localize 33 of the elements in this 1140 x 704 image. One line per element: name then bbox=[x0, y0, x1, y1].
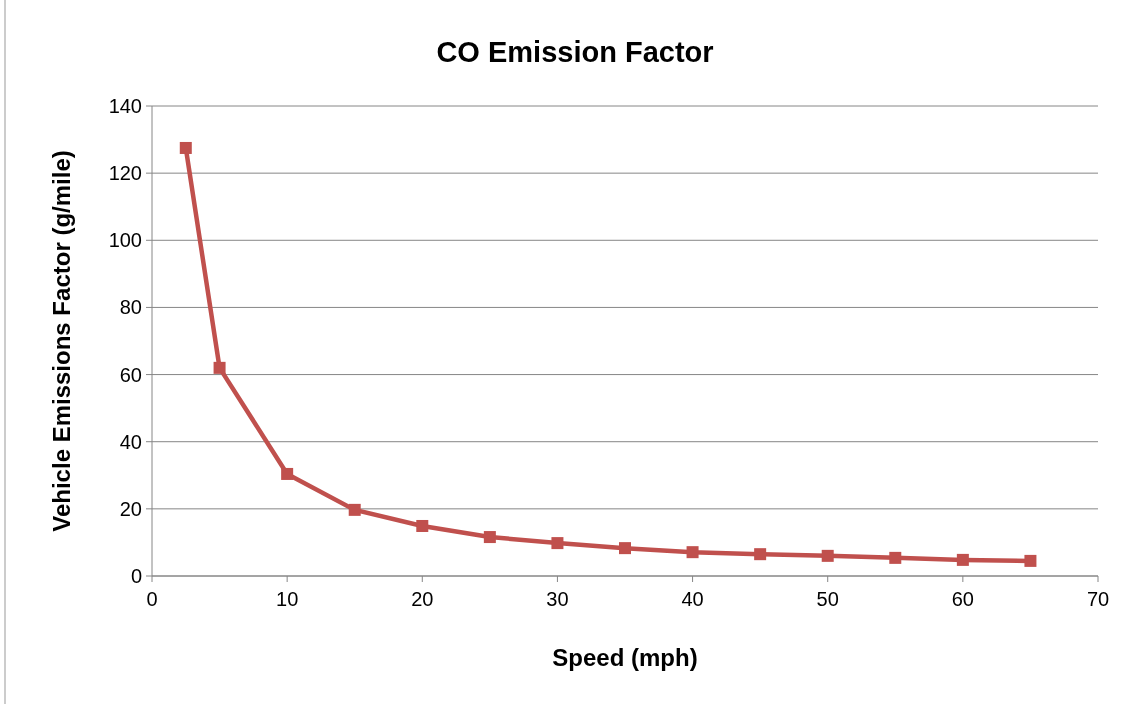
y-tick-label: 60 bbox=[119, 363, 142, 386]
x-tick-label: 40 bbox=[681, 588, 704, 610]
x-tick-label: 60 bbox=[951, 588, 974, 610]
x-tick-label: 20 bbox=[411, 588, 434, 610]
y-tick-label: 40 bbox=[119, 430, 142, 453]
x-tick-label: 70 bbox=[1086, 588, 1110, 610]
point bbox=[179, 141, 192, 154]
point bbox=[348, 503, 361, 516]
point bbox=[956, 553, 969, 566]
point bbox=[889, 551, 902, 564]
x-tick-label: 30 bbox=[546, 588, 569, 610]
x-axis-title: Speed (mph) bbox=[552, 644, 698, 671]
point bbox=[551, 537, 564, 550]
y-tick-label: 80 bbox=[119, 296, 142, 319]
point bbox=[1024, 554, 1037, 567]
x-tick-label: 10 bbox=[276, 588, 299, 610]
x-tick-label: 50 bbox=[816, 588, 839, 610]
point bbox=[213, 361, 226, 374]
point bbox=[754, 548, 767, 561]
y-tick-label: 20 bbox=[119, 497, 142, 520]
point bbox=[686, 546, 699, 559]
y-axis-title: Vehicle Emissions Factor (g/mile) bbox=[48, 150, 75, 532]
y-tick-label: 140 bbox=[108, 95, 142, 117]
y-tick-label: 0 bbox=[130, 565, 142, 587]
y-tick-label: 100 bbox=[108, 229, 142, 252]
x-tick-label: 0 bbox=[146, 588, 158, 610]
chart-title: CO Emission Factor bbox=[436, 36, 714, 68]
point bbox=[483, 531, 496, 544]
point bbox=[821, 549, 834, 562]
y-tick-label: 120 bbox=[108, 162, 142, 185]
point bbox=[619, 542, 631, 555]
point bbox=[416, 519, 429, 532]
point bbox=[281, 467, 294, 480]
